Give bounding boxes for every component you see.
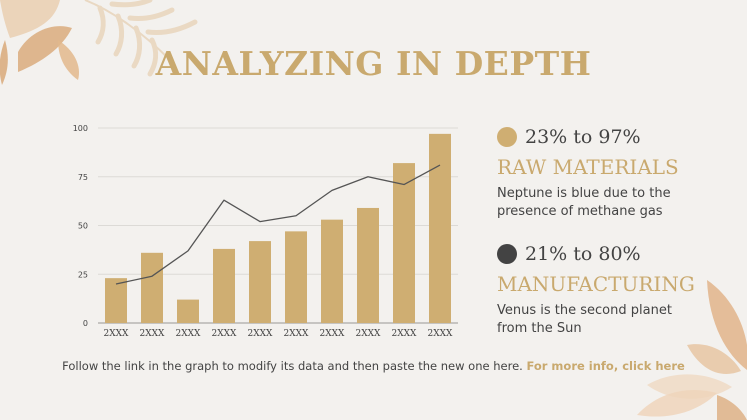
bar bbox=[213, 248, 235, 323]
legend-range-manufacturing: 21% to 80% bbox=[525, 243, 641, 265]
legend-description-raw-materials: Neptune is blue due to the presence of m… bbox=[497, 185, 727, 221]
bar bbox=[285, 231, 307, 323]
bar bbox=[141, 252, 163, 323]
legend-category-manufacturing: MANUFACTURING bbox=[497, 272, 695, 296]
y-tick-label: 75 bbox=[78, 173, 88, 182]
x-tick-label: 2XXX bbox=[356, 329, 382, 339]
y-tick-label: 0 bbox=[83, 319, 88, 328]
x-tick-label: 2XXX bbox=[212, 329, 238, 339]
bar bbox=[393, 163, 415, 323]
legend-dot-raw-materials bbox=[497, 127, 517, 147]
y-tick-label: 50 bbox=[78, 222, 88, 231]
x-tick-label: 2XXX bbox=[428, 329, 454, 339]
bar-line-chart: 0 25 50 75 100 2XXX 2XXX 2XXX 2XXX 2XXX 2XXX 2XXX 2X… bbox=[73, 124, 458, 339]
slide-title: ANALYZING IN DEPTH bbox=[155, 44, 592, 83]
legend-description-manufacturing: Venus is the second planet from the Sun bbox=[497, 302, 727, 338]
legend-range-raw-materials: 23% to 97% bbox=[525, 126, 641, 148]
legend-item-raw-materials: 23% to 97% RAW MATERIALS Neptune is blue… bbox=[497, 125, 727, 221]
x-tick-label: 2XXX bbox=[104, 329, 130, 339]
legend-item-manufacturing: 21% to 80% MANUFACTURING Venus is the se… bbox=[497, 242, 727, 338]
bar bbox=[105, 278, 127, 323]
legend-description-line: from the Sun bbox=[497, 321, 582, 336]
y-tick-label: 25 bbox=[78, 270, 88, 279]
bar bbox=[357, 207, 379, 323]
y-tick-label: 100 bbox=[73, 124, 88, 133]
x-tick-label: 2XXX bbox=[248, 329, 274, 339]
footer-note: Follow the link in the graph to modify i… bbox=[0, 359, 747, 373]
bar bbox=[321, 219, 343, 323]
trend-line bbox=[115, 164, 441, 285]
bar bbox=[177, 299, 199, 323]
x-tick-label: 2XXX bbox=[176, 329, 202, 339]
bar bbox=[429, 133, 451, 323]
x-tick-label: 2XXX bbox=[320, 329, 346, 339]
footer-text: Follow the link in the graph to modify i… bbox=[62, 359, 523, 373]
x-tick-label: 2XXX bbox=[392, 329, 418, 339]
legend-dot-manufacturing bbox=[497, 244, 517, 264]
x-tick-label: 2XXX bbox=[284, 329, 310, 339]
bar bbox=[249, 241, 271, 323]
legend-category-raw-materials: RAW MATERIALS bbox=[497, 155, 679, 179]
legend-description-line: presence of methane gas bbox=[497, 204, 663, 219]
legend-description-line: Neptune is blue due to the bbox=[497, 186, 671, 201]
x-tick-label: 2XXX bbox=[140, 329, 166, 339]
more-info-link[interactable]: For more info, click here bbox=[526, 359, 685, 373]
legend-description-line: Venus is the second planet bbox=[497, 303, 672, 318]
